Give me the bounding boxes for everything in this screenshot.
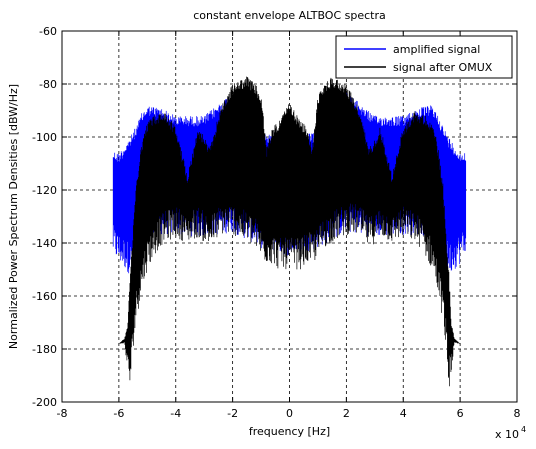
- legend-label-signal-after-omux: signal after OMUX: [393, 61, 493, 74]
- x-tick-label: 4: [400, 407, 407, 420]
- legend-label-amplified-signal: amplified signal: [393, 43, 480, 56]
- x-axis-multiplier-exponent: 4: [521, 425, 526, 434]
- series-layer: [112, 76, 467, 387]
- x-tick-label: 2: [343, 407, 350, 420]
- x-tick-label: 0: [286, 407, 293, 420]
- y-tick-label: -80: [39, 78, 57, 91]
- x-tick-label: 6: [457, 407, 464, 420]
- y-axis-label: Normalized Power Spectrum Densities [dBW…: [7, 84, 20, 349]
- y-tick-label: -160: [32, 290, 57, 303]
- y-tick-label: -120: [32, 184, 57, 197]
- x-tick-label: -2: [227, 407, 238, 420]
- x-tick-label: 8: [514, 407, 521, 420]
- y-tick-label: -60: [39, 25, 57, 38]
- legend: amplified signal signal after OMUX: [335, 35, 513, 79]
- ticks: -8 -6 -4 -2 0 2 4 6 8 -200 -180 -160 -140 -120 -100 -80…: [32, 25, 520, 420]
- x-tick-label: -4: [170, 407, 181, 420]
- y-tick-label: -140: [32, 237, 57, 250]
- x-axis-multiplier: x 10 4: [495, 425, 526, 441]
- x-axis-label: frequency [Hz]: [249, 425, 330, 438]
- legend-box: [335, 35, 513, 79]
- y-tick-label: -200: [32, 396, 57, 409]
- y-tick-label: -100: [32, 131, 57, 144]
- x-axis-multiplier-base: x 10: [495, 428, 519, 441]
- y-tick-label: -180: [32, 343, 57, 356]
- x-tick-label: -6: [113, 407, 124, 420]
- x-tick-label: -8: [57, 407, 68, 420]
- chart-title: constant envelope ALTBOC spectra: [193, 9, 386, 22]
- series-signal-after-omux: [119, 76, 461, 387]
